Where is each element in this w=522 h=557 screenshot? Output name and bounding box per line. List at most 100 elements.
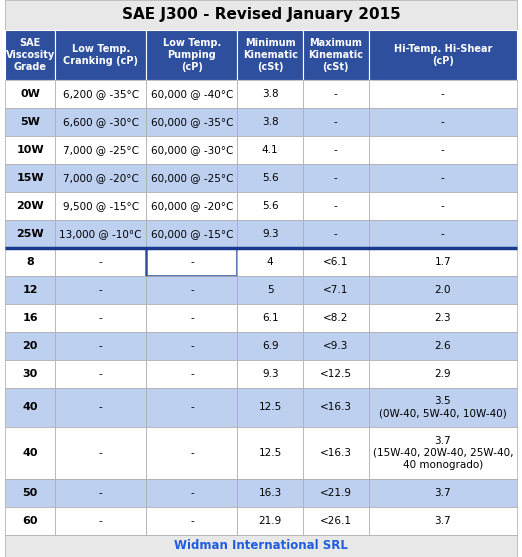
Bar: [55, 164, 146, 192]
Text: Widman International SRL: Widman International SRL: [174, 539, 348, 553]
Text: <16.3: <16.3: [320, 402, 352, 412]
Text: 60,000 @ -15°C: 60,000 @ -15°C: [151, 229, 233, 239]
Bar: [146, 248, 238, 276]
Bar: [55, 360, 146, 388]
Bar: [238, 360, 303, 388]
Text: 6,600 @ -30°C: 6,600 @ -30°C: [63, 117, 139, 127]
Bar: [238, 30, 303, 80]
Text: -: -: [190, 402, 194, 412]
Bar: [303, 427, 369, 478]
Text: Low Temp.
Pumping
(cP): Low Temp. Pumping (cP): [163, 38, 221, 72]
Bar: [146, 30, 238, 80]
Text: 1.7: 1.7: [434, 257, 451, 267]
Bar: [5, 80, 55, 108]
Text: -: -: [99, 402, 103, 412]
Bar: [303, 164, 369, 192]
Text: -: -: [99, 257, 103, 267]
Text: -: -: [334, 145, 338, 155]
Bar: [55, 30, 146, 80]
Text: -: -: [441, 89, 445, 99]
Text: 10W: 10W: [16, 145, 44, 155]
Text: -: -: [190, 448, 194, 458]
Text: 40: 40: [22, 402, 38, 412]
Text: 3.8: 3.8: [262, 117, 279, 127]
Bar: [303, 108, 369, 136]
Bar: [303, 248, 369, 276]
Bar: [5, 388, 55, 427]
Bar: [146, 478, 238, 507]
Bar: [238, 248, 303, 276]
Text: 5.6: 5.6: [262, 173, 279, 183]
Bar: [303, 304, 369, 332]
Bar: [5, 276, 55, 304]
Text: 3.8: 3.8: [262, 89, 279, 99]
Text: 20W: 20W: [16, 201, 44, 211]
Text: 12.5: 12.5: [258, 448, 282, 458]
Bar: [369, 332, 517, 360]
Text: -: -: [441, 117, 445, 127]
Text: <16.3: <16.3: [320, 448, 352, 458]
Text: -: -: [334, 201, 338, 211]
Bar: [146, 427, 238, 478]
Text: -: -: [99, 369, 103, 379]
Bar: [303, 276, 369, 304]
Text: -: -: [334, 89, 338, 99]
Bar: [369, 108, 517, 136]
Text: Hi-Temp. Hi-Shear
(cP): Hi-Temp. Hi-Shear (cP): [394, 44, 492, 66]
Text: <8.2: <8.2: [323, 313, 349, 323]
Bar: [55, 304, 146, 332]
Text: -: -: [441, 145, 445, 155]
Text: <12.5: <12.5: [320, 369, 352, 379]
Text: 3.7: 3.7: [434, 488, 451, 498]
Bar: [369, 276, 517, 304]
Text: 40: 40: [22, 448, 38, 458]
Text: 12.5: 12.5: [258, 402, 282, 412]
Bar: [238, 192, 303, 220]
Text: 3.7
(15W-40, 20W-40, 25W-40,
40 monogrado): 3.7 (15W-40, 20W-40, 25W-40, 40 monograd…: [373, 436, 513, 470]
Bar: [5, 478, 55, 507]
Text: 6,200 @ -35°C: 6,200 @ -35°C: [63, 89, 139, 99]
Bar: [5, 332, 55, 360]
Text: <26.1: <26.1: [320, 516, 352, 526]
Bar: [369, 478, 517, 507]
Text: -: -: [334, 229, 338, 239]
Bar: [146, 360, 238, 388]
Text: -: -: [99, 448, 103, 458]
Bar: [303, 136, 369, 164]
Text: -: -: [441, 201, 445, 211]
Text: -: -: [190, 313, 194, 323]
Bar: [303, 192, 369, 220]
Bar: [369, 427, 517, 478]
Bar: [369, 136, 517, 164]
Text: 9.3: 9.3: [262, 229, 279, 239]
Text: 3.7: 3.7: [434, 516, 451, 526]
Bar: [5, 427, 55, 478]
Bar: [146, 136, 238, 164]
Bar: [238, 388, 303, 427]
Text: SAE
Viscosity
Grade: SAE Viscosity Grade: [5, 38, 55, 72]
Text: SAE J300 - Revised January 2015: SAE J300 - Revised January 2015: [122, 7, 400, 22]
Text: -: -: [334, 117, 338, 127]
Bar: [238, 220, 303, 248]
Bar: [146, 304, 238, 332]
Text: 16: 16: [22, 313, 38, 323]
Bar: [146, 164, 238, 192]
Text: 60: 60: [22, 516, 38, 526]
Text: 9.3: 9.3: [262, 369, 279, 379]
Text: 50: 50: [22, 488, 38, 498]
Bar: [146, 220, 238, 248]
Text: 6.9: 6.9: [262, 341, 279, 351]
Bar: [303, 507, 369, 535]
Text: 60,000 @ -35°C: 60,000 @ -35°C: [151, 117, 233, 127]
Text: 12: 12: [22, 285, 38, 295]
Text: 7,000 @ -25°C: 7,000 @ -25°C: [63, 145, 139, 155]
Text: 4: 4: [267, 257, 274, 267]
Bar: [369, 360, 517, 388]
Bar: [55, 108, 146, 136]
Bar: [303, 30, 369, 80]
Bar: [55, 220, 146, 248]
Bar: [5, 304, 55, 332]
Text: 2.0: 2.0: [434, 285, 451, 295]
Bar: [55, 507, 146, 535]
Bar: [303, 332, 369, 360]
